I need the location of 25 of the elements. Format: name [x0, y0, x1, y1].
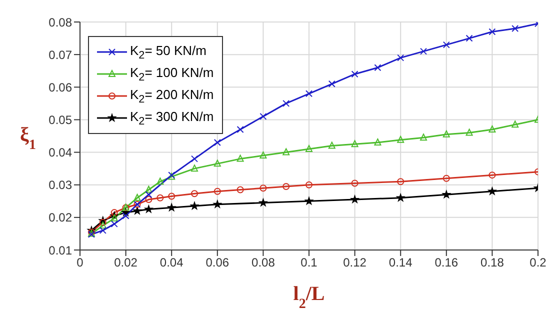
x-tick-label: 0.02 [114, 256, 138, 270]
x-axis-title: l$_{2}$/L [293, 283, 325, 312]
x-tick-label: 0.06 [206, 256, 230, 270]
legend-label: K$_{2}$= 300 KN/m [130, 108, 214, 128]
x-tick-label: 0.04 [160, 256, 184, 270]
legend-label: K$_{2}$= 50 KN/m [130, 42, 206, 62]
x-tick-label: 0.14 [388, 256, 413, 270]
x-tick-label: 0.1 [300, 256, 318, 270]
legend-label: K$_{2}$= 200 KN/m [130, 86, 214, 106]
y-axis-title: ξ$_{1}$ [20, 124, 36, 152]
x-tick-label: 0.18 [480, 256, 504, 270]
y-tick-label: 0.01 [48, 243, 72, 258]
y-tick-label: 0.02 [48, 210, 72, 225]
y-tick-label: 0.05 [48, 112, 72, 127]
x-tick-label: 0.16 [434, 256, 458, 270]
y-tick-label: 0.03 [48, 178, 72, 192]
x-tick-label: 0.12 [343, 256, 367, 270]
legend-label: K$_{2}$= 100 KN/m [130, 64, 214, 84]
y-tick-label: 0.04 [48, 146, 72, 160]
y-tick-label: 0.08 [48, 15, 72, 30]
x-tick-label: 0.2 [530, 256, 547, 270]
y-tick-label: 0.06 [48, 80, 72, 94]
y-tick-label: 0.07 [48, 48, 72, 62]
x-tick-label: 0.08 [252, 256, 276, 270]
x-tick-label: 0 [76, 256, 84, 270]
